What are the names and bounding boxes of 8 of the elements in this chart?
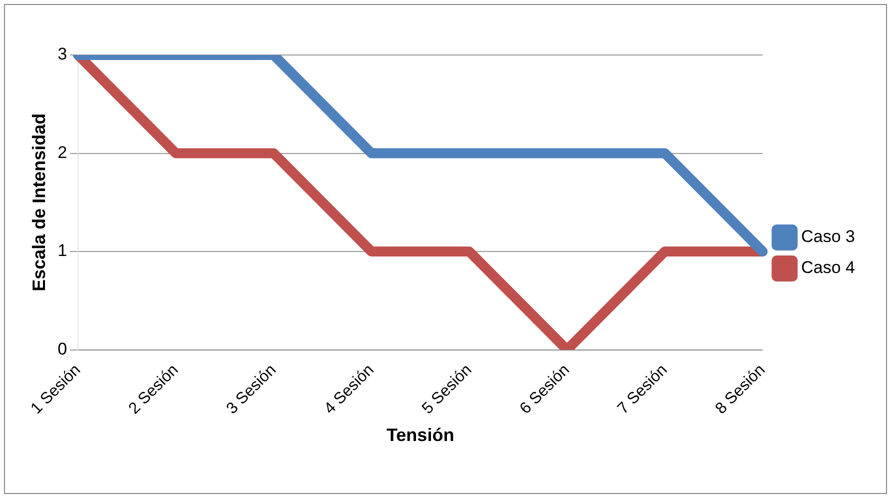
y-tick-label: 0 bbox=[58, 339, 68, 358]
legend-label: Caso 4 bbox=[801, 258, 856, 278]
y-tick-label: 1 bbox=[58, 241, 68, 260]
x-axis-title: Tensión bbox=[386, 425, 454, 446]
y-tick-label: 3 bbox=[58, 44, 68, 64]
y-axis-title: Escala de Intensidad bbox=[28, 113, 49, 292]
y-tick-label: 2 bbox=[58, 142, 68, 162]
legend-label: Caso 3 bbox=[801, 227, 856, 246]
